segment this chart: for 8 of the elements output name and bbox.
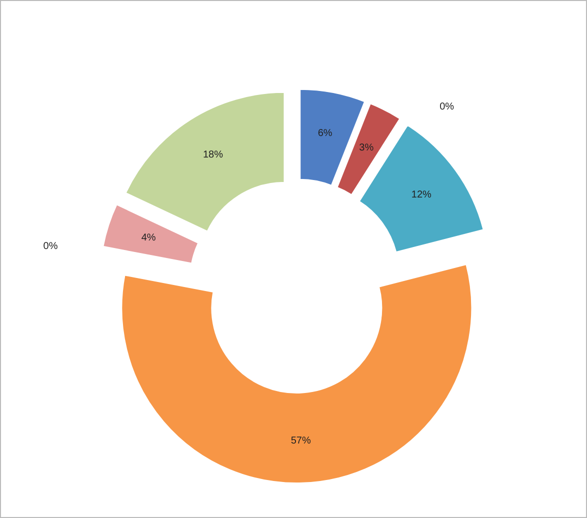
data-label: 18% bbox=[202, 150, 224, 161]
data-label: 3% bbox=[359, 142, 374, 154]
data-label: 4% bbox=[141, 232, 156, 244]
data-label: 6% bbox=[318, 128, 332, 140]
data-label: 57% bbox=[290, 435, 311, 446]
text: 0% bbox=[440, 102, 454, 113]
data-label: 12% bbox=[411, 189, 432, 200]
text: 0% bbox=[43, 240, 58, 252]
